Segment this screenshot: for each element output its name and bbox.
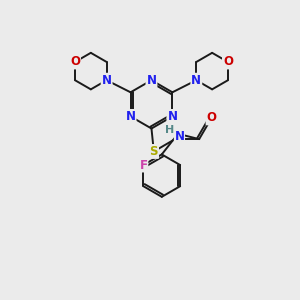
Text: O: O [223,56,233,68]
Text: O: O [206,111,217,124]
Text: N: N [167,110,177,123]
Text: S: S [150,145,158,158]
Text: F: F [140,158,147,172]
Text: O: O [70,56,80,68]
Text: N: N [191,74,201,87]
Text: N: N [174,130,184,143]
Text: N: N [146,74,157,87]
Text: H: H [165,125,174,135]
Text: N: N [102,74,112,87]
Text: N: N [126,110,136,123]
